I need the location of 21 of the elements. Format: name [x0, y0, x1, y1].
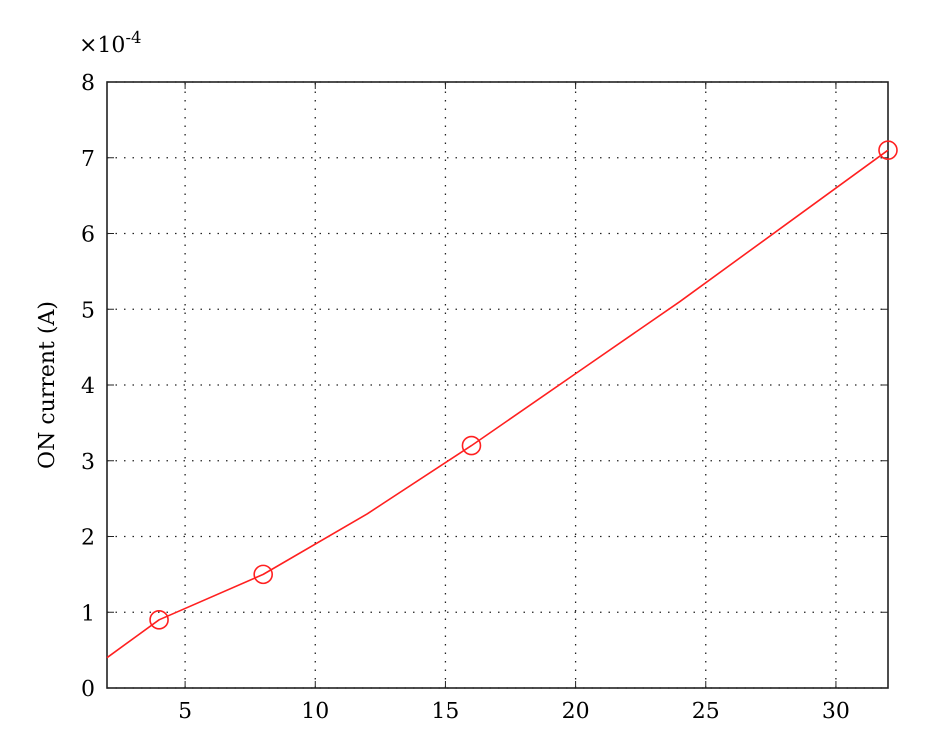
- x-tick-label: 10: [301, 699, 330, 724]
- y-tick-label: 8: [81, 71, 95, 96]
- y-tick-label: 1: [81, 601, 95, 626]
- x-tick-label: 20: [562, 699, 590, 724]
- point: [878, 140, 898, 160]
- y-axis-title: ON current (A): [35, 301, 60, 469]
- x-tick-label: 25: [692, 699, 720, 724]
- point: [149, 610, 169, 630]
- y-tick-label: 0: [81, 677, 95, 702]
- x-tick-label: 15: [431, 699, 460, 724]
- y-tick-label: 6: [81, 222, 95, 248]
- text: ×10$^{-4}$: [79, 28, 142, 58]
- y-tick-label: 4: [81, 374, 95, 399]
- point: [462, 436, 482, 456]
- y-tick-label: 3: [81, 450, 95, 475]
- y-tick-label: 5: [81, 298, 95, 324]
- y-tick-label: 2: [81, 526, 95, 550]
- x-tick-label: 30: [822, 699, 850, 724]
- x-tick-label: 5: [178, 699, 192, 724]
- point: [253, 564, 273, 584]
- y-tick-label: 7: [81, 146, 95, 172]
